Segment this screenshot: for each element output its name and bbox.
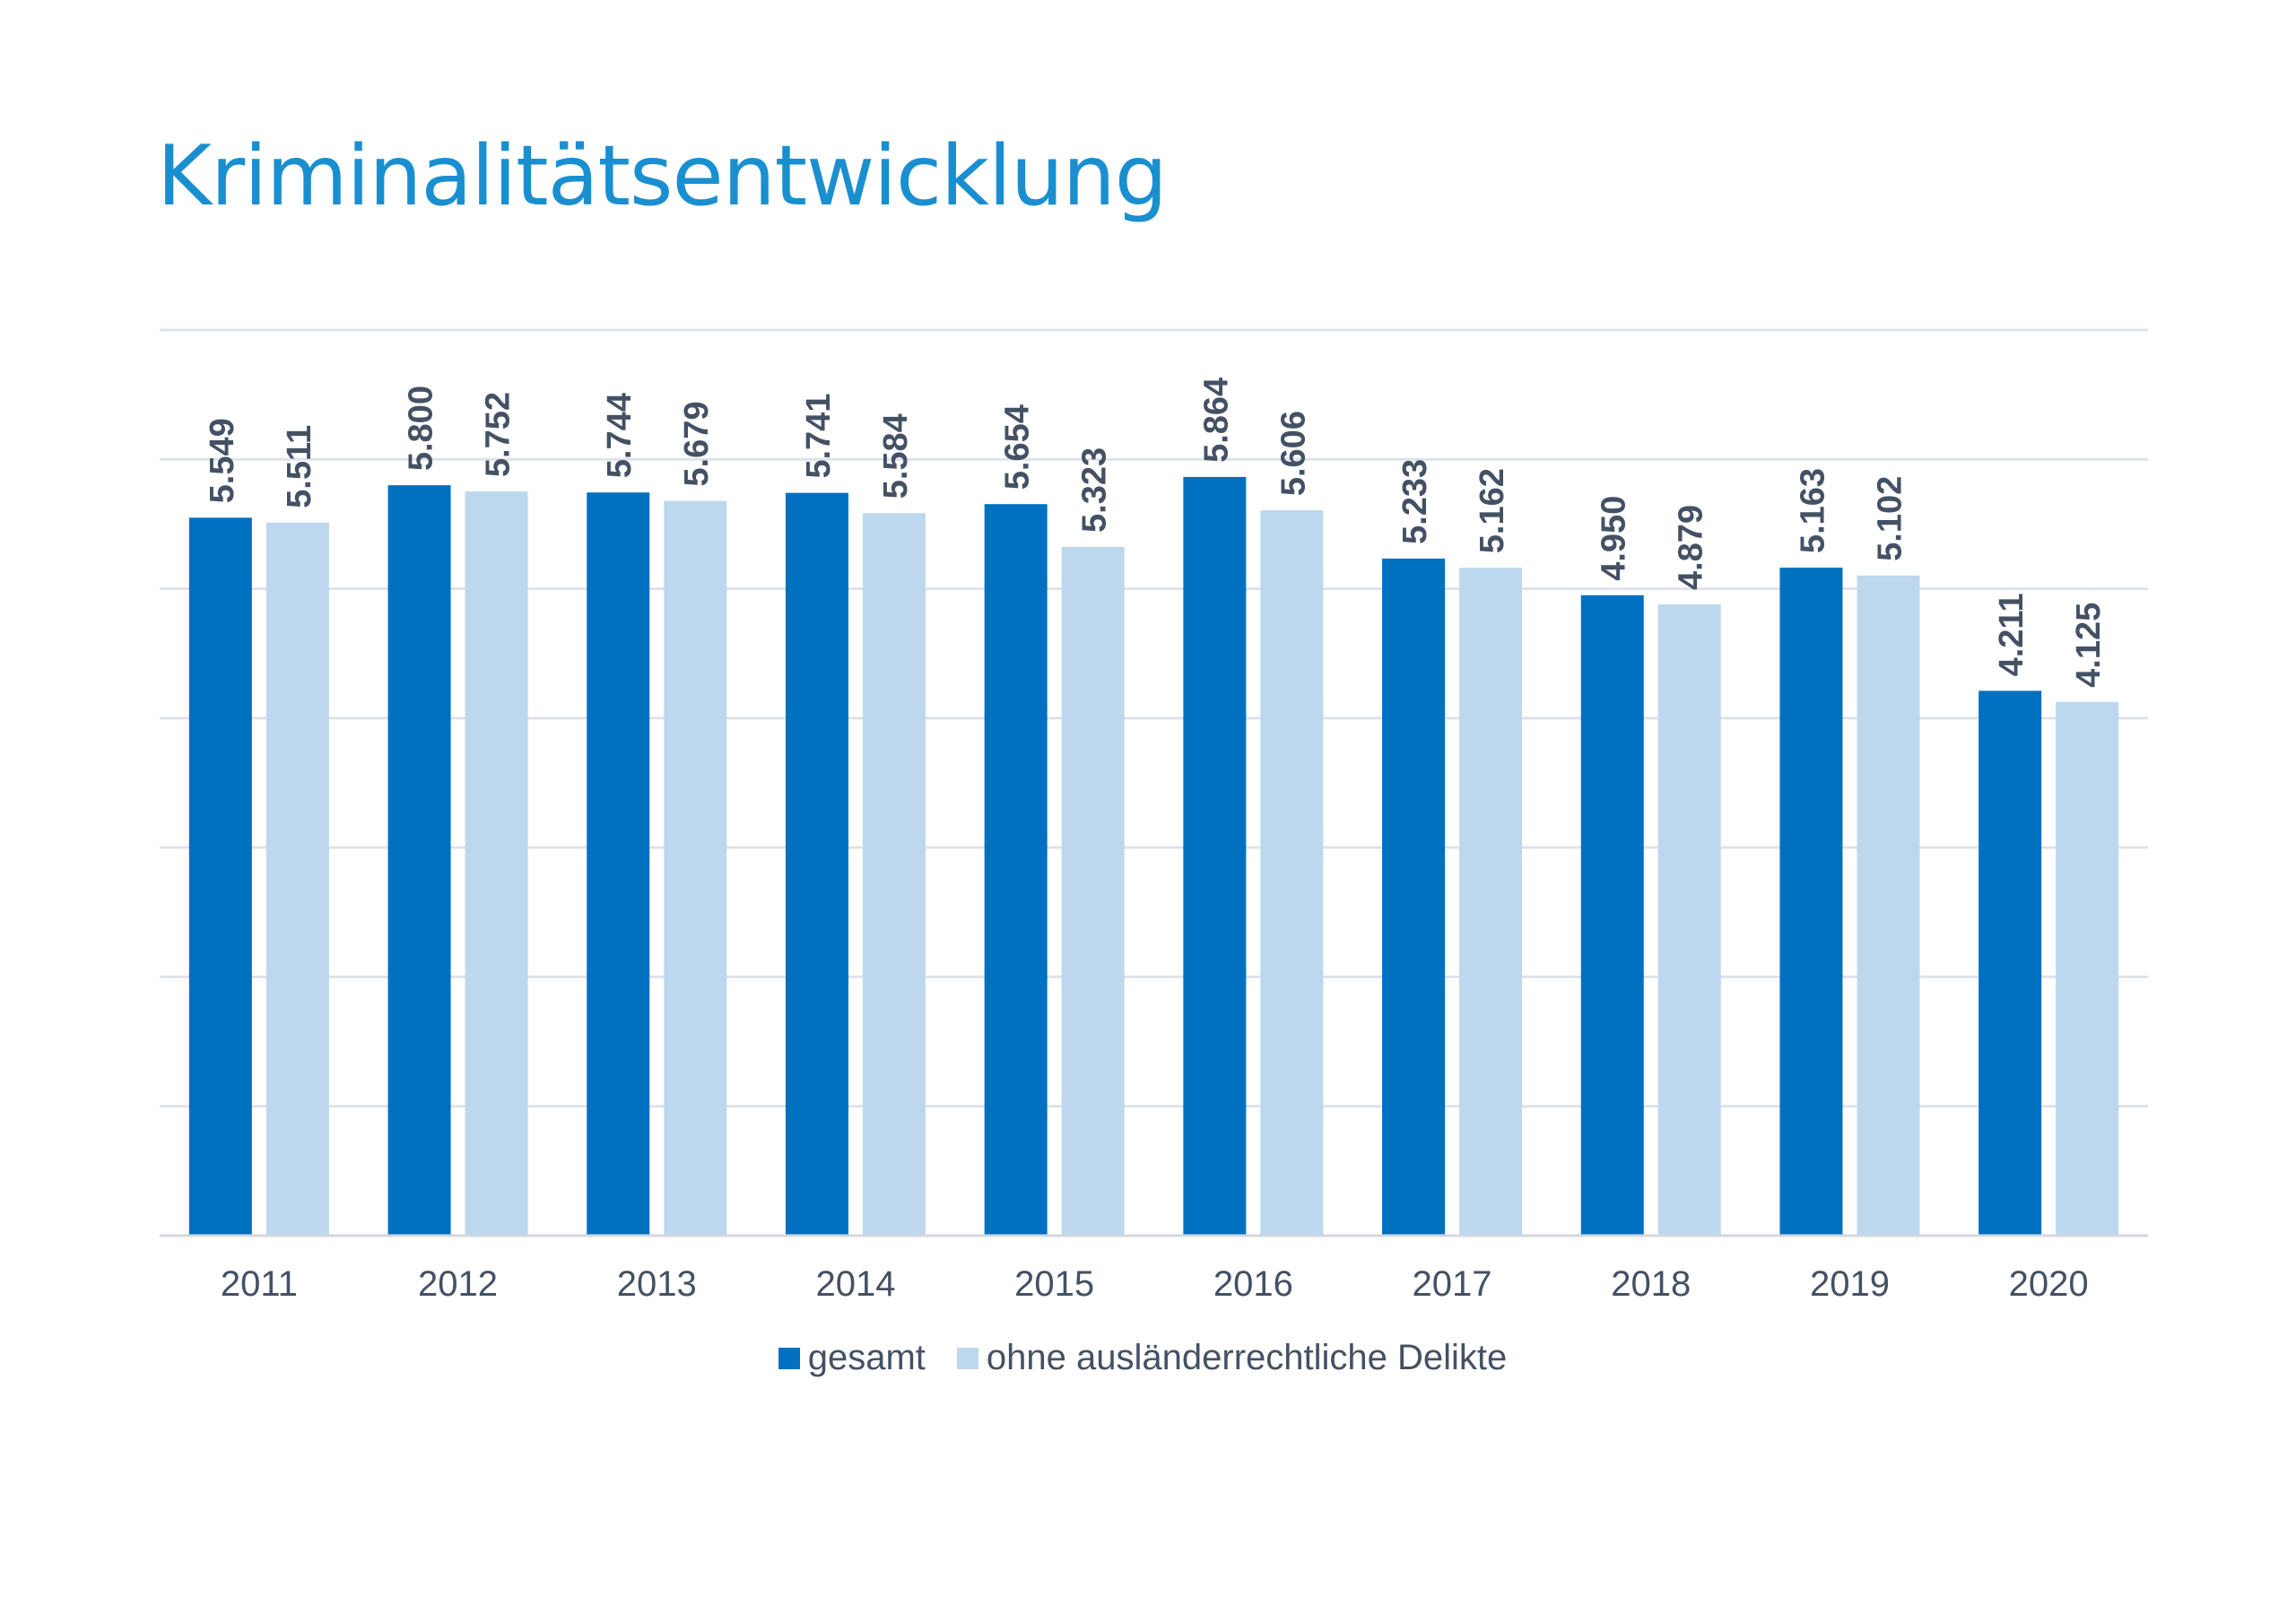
- x-tick-label: 2017: [1413, 1264, 1492, 1304]
- bar-ohne-auslaenderrechtliche-delikte-2011: [265, 522, 329, 1236]
- bar-gesamt-2018: [1580, 595, 1644, 1236]
- data-label: 5.679: [678, 402, 716, 487]
- data-label: 5.511: [281, 425, 318, 508]
- bars: [188, 476, 2119, 1236]
- bar-gesamt-2014: [785, 492, 848, 1236]
- legend-swatch-gesamt: [778, 1347, 800, 1369]
- data-label: 5.323: [1076, 447, 1114, 533]
- data-label: 4.211: [1993, 593, 2031, 676]
- bar-gesamt-2020: [1979, 690, 2042, 1236]
- data-label: 5.584: [877, 413, 915, 499]
- x-tick-label: 2012: [418, 1264, 498, 1304]
- data-label: 5.654: [999, 404, 1037, 490]
- x-tick-label: 2013: [617, 1264, 697, 1304]
- bar-ohne-auslaenderrechtliche-delikte-2016: [1260, 510, 1324, 1236]
- bar-ohne-auslaenderrechtliche-delikte-2012: [465, 491, 528, 1236]
- x-tick-label: 2020: [2009, 1264, 2089, 1304]
- data-label: 5.744: [601, 393, 639, 478]
- page-title: Kriminalitätsentwicklung: [157, 127, 1168, 224]
- legend-label-ohne-auslaenderrechtliche-delikte: ohne ausländerrechtliche Delikte: [986, 1338, 1508, 1377]
- bar-ohne-auslaenderrechtliche-delikte-2019: [1857, 575, 1920, 1236]
- legend: gesamt ohne ausländerrechtliche Delikte: [0, 1338, 2296, 1378]
- x-tick-label: 2014: [815, 1264, 895, 1304]
- bar-ohne-auslaenderrechtliche-delikte-2013: [664, 500, 727, 1236]
- bar-ohne-auslaenderrechtliche-delikte-2018: [1657, 604, 1721, 1236]
- data-label: 5.800: [403, 386, 440, 471]
- legend-item-gesamt: gesamt: [778, 1338, 926, 1378]
- bar-ohne-auslaenderrechtliche-delikte-2014: [862, 513, 926, 1236]
- data-label: 4.879: [1673, 505, 1710, 590]
- bar-ohne-auslaenderrechtliche-delikte-2015: [1061, 546, 1125, 1236]
- bar-gesamt-2012: [387, 485, 451, 1236]
- data-label: 5.752: [480, 392, 517, 477]
- bar-gesamt-2017: [1382, 558, 1446, 1236]
- data-label: 5.163: [1794, 468, 1831, 553]
- bar-gesamt-2016: [1183, 476, 1247, 1236]
- data-label: 5.549: [204, 418, 241, 503]
- data-label: 5.233: [1396, 459, 1434, 544]
- x-tick-label: 2016: [1213, 1264, 1293, 1304]
- legend-label-gesamt: gesamt: [807, 1338, 926, 1377]
- bar-gesamt-2013: [587, 492, 650, 1236]
- bar-gesamt-2019: [1779, 568, 1843, 1236]
- data-label: 4.950: [1596, 496, 1633, 581]
- data-label: 5.162: [1474, 468, 1511, 553]
- gridlines: [160, 328, 2148, 1108]
- bar-ohne-auslaenderrechtliche-delikte-2020: [2056, 701, 2119, 1236]
- legend-swatch-ohne-auslaenderrechtliche-delikte: [956, 1347, 978, 1369]
- bar-gesamt-2015: [984, 504, 1048, 1236]
- bar-ohne-auslaenderrechtliche-delikte-2017: [1459, 568, 1523, 1236]
- x-tick-label: 2015: [1014, 1264, 1094, 1304]
- x-tick-label: 2011: [221, 1264, 298, 1304]
- x-tick-label: 2018: [1611, 1264, 1691, 1304]
- data-label: 4.125: [2070, 603, 2108, 688]
- data-label: 5.606: [1274, 411, 1312, 496]
- data-label: 5.864: [1197, 378, 1235, 463]
- legend-item-ohne-auslaenderrechtliche-delikte: ohne ausländerrechtliche Delikte: [956, 1338, 1508, 1378]
- data-labels: 5.549 5.511 5.800 5.752 5.744 5.679 5.741 5.584…: [204, 378, 2108, 688]
- bar-gesamt-2011: [188, 517, 252, 1236]
- x-axis-tick-labels: 2011 2012 2013 2014 2015 2016 2017 2018 2019 2020: [221, 1264, 2089, 1304]
- data-label: 5.741: [800, 394, 838, 479]
- data-label: 5.102: [1871, 476, 1909, 561]
- x-tick-label: 2019: [1810, 1264, 1890, 1304]
